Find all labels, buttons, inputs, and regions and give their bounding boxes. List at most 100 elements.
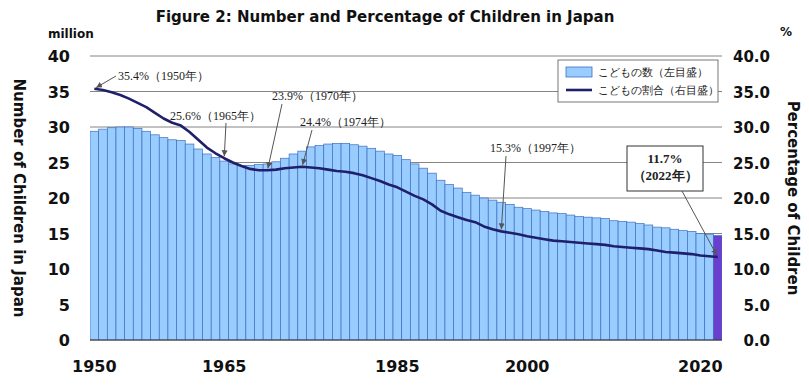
x-tick-label: 2000: [505, 357, 550, 376]
bar: [315, 145, 324, 340]
bar: [220, 161, 229, 340]
y-tick-label: 25: [48, 154, 70, 173]
bar: [514, 207, 523, 340]
y-tick-label: 10: [48, 260, 70, 279]
bar: [566, 215, 575, 340]
bar: [306, 147, 315, 340]
bar: [151, 135, 160, 340]
bar: [237, 165, 246, 340]
annotation-arrow: [303, 130, 312, 165]
legend-swatch: [566, 89, 592, 92]
legend-swatch: [566, 67, 592, 77]
bar: [635, 224, 644, 340]
annotation-box: [627, 146, 703, 191]
bar: [575, 216, 584, 340]
y2-tick-label: 20.0: [733, 190, 770, 208]
bar: [583, 217, 592, 340]
bar: [428, 173, 437, 340]
y2-axis-label: Percentage of Children: [784, 101, 802, 296]
x-tick-label: 1950: [72, 357, 117, 376]
baseline: [90, 340, 722, 341]
annotation-line: 23.9%（1970年）: [272, 89, 363, 103]
y-tick-label: 5: [59, 296, 70, 315]
bar: [194, 149, 203, 340]
bar: [203, 154, 212, 340]
bar: [523, 209, 532, 340]
bar: [177, 140, 186, 340]
bar: [107, 128, 116, 340]
bar: [705, 234, 714, 340]
annotation: 15.3%（1997年）: [490, 141, 581, 155]
annotation-line: 11.7%: [647, 151, 682, 166]
y-tick-label: 35: [48, 83, 70, 102]
bar: [696, 234, 705, 341]
y-tick-label: 0: [59, 331, 70, 350]
bar: [393, 155, 402, 340]
annotation: 24.4%（1974年）: [300, 115, 391, 129]
bar: [497, 202, 506, 340]
annotation-arrow: [268, 104, 282, 168]
bar: [246, 165, 255, 340]
bar: [618, 221, 627, 340]
bar: [445, 185, 454, 340]
y2-tick-label: 30.0: [733, 119, 770, 137]
grid-line: [90, 56, 722, 57]
bar: [263, 164, 272, 340]
legend: こどもの数（左目盛） こどもの割合（右目盛）: [558, 60, 719, 102]
bar: [289, 154, 298, 340]
bar: [661, 228, 670, 340]
grid-line: [90, 340, 722, 341]
annotation-line: 35.4%（1950年）: [118, 69, 209, 83]
annotation-arrow: [682, 191, 717, 255]
annotation: 35.4%（1950年）: [118, 69, 209, 83]
bar: [488, 200, 497, 340]
y-unit: million: [48, 27, 94, 41]
bar: [298, 151, 307, 340]
bar: [670, 229, 679, 340]
y2-tick-label: 40.0: [733, 48, 770, 66]
x-tick-label: 1985: [375, 357, 420, 376]
y-tick-label: 40: [48, 47, 70, 66]
bar: [558, 214, 567, 340]
bar: [549, 213, 558, 340]
bar: [471, 195, 480, 340]
legend-label: こどもの割合（右目盛）: [598, 84, 719, 97]
bar: [125, 127, 134, 340]
bar: [116, 127, 125, 340]
bar: [540, 211, 549, 340]
annotation-line: （2022年）: [633, 168, 698, 183]
bar: [324, 144, 333, 340]
bar: [506, 204, 515, 340]
y2-tick-label: 5.0: [743, 297, 770, 315]
bar: [99, 129, 108, 340]
annotation-arrow: [501, 156, 506, 229]
bar: [532, 210, 541, 340]
bar: [90, 131, 99, 340]
legend-label: こどもの数（左目盛）: [598, 66, 708, 79]
x-tick-label: 1965: [202, 357, 247, 376]
data-area: [90, 89, 722, 340]
y2-tick-label: 15.0: [733, 226, 770, 244]
y2-unit: %: [780, 25, 792, 39]
annotation: 11.7% （2022年）: [633, 151, 698, 183]
chart: Figure 2: Number and Percentage of Child…: [0, 0, 809, 385]
annotation-arrow: [96, 76, 116, 88]
y2-tick-label: 35.0: [733, 84, 770, 102]
bar: [627, 222, 636, 340]
bar: [280, 158, 289, 340]
bar: [133, 128, 142, 340]
annotation-line: 24.4%（1974年）: [300, 115, 391, 129]
line: [94, 89, 717, 257]
bar: [211, 158, 220, 340]
bar: [402, 160, 411, 340]
y-tick-label: 30: [48, 118, 70, 137]
bar: [609, 221, 618, 340]
grid: [90, 56, 722, 340]
bar: [229, 164, 238, 340]
y2-tick-label: 25.0: [733, 155, 770, 173]
bar: [185, 144, 194, 340]
bar: [644, 225, 653, 340]
y2-tick-label: 0.0: [743, 332, 770, 350]
y-tick-label: 20: [48, 189, 70, 208]
bar: [272, 162, 281, 340]
